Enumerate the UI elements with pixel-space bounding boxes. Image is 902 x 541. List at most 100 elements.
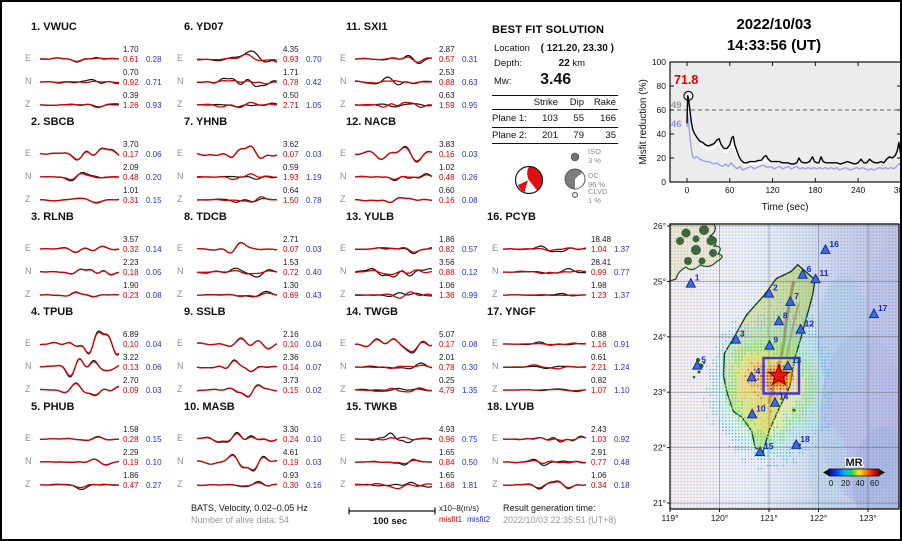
peak-amplitude: 1.53 <box>283 258 299 267</box>
component-label: Z <box>25 99 31 109</box>
misfit1-value: 2.71 <box>283 101 299 110</box>
init-black-label: 49 <box>671 100 682 111</box>
dc-beachball-icon <box>564 168 586 190</box>
y-tick-label: 80 <box>657 81 667 91</box>
trace-plot <box>354 145 433 163</box>
lon-tick-label: 121° <box>760 513 778 523</box>
misfit-values: 1.68 1.81 <box>439 481 478 490</box>
component-label: N <box>492 456 499 466</box>
station-triangle-icon <box>782 360 794 371</box>
station-triangle-icon <box>746 408 758 419</box>
misfit1-value: 0.61 <box>123 55 139 64</box>
component-label: N <box>492 361 499 371</box>
peak-amplitude: 4.93 <box>439 425 455 434</box>
misfit-values: 0.72 0.40 <box>283 268 322 277</box>
peak-amplitude: 3.57 <box>123 235 139 244</box>
component-label: Z <box>177 194 183 204</box>
lon-tick-label: 120° <box>711 513 729 523</box>
misfit-values: 2.21 1.24 <box>591 363 630 372</box>
misfit1-value: 2.21 <box>591 363 607 372</box>
misfit2-value: 0.08 <box>462 196 478 205</box>
component-label: N <box>177 76 184 86</box>
depth-value: 22 <box>558 58 570 69</box>
colorbar-tick: 40 <box>856 479 865 488</box>
peak-amplitude: 1.01 <box>123 186 139 195</box>
misfit1-value: 1.36 <box>439 291 455 300</box>
misfit1-value: 1.04 <box>591 245 607 254</box>
misfit-values: 0.48 0.20 <box>123 173 162 182</box>
peak-amplitude: 0.64 <box>283 186 299 195</box>
misfit2-value: 0.15 <box>146 435 162 444</box>
peak-amplitude: 1.06 <box>439 281 455 290</box>
misfit-values: 1.07 1.10 <box>591 386 630 395</box>
peak-amplitude: 2.53 <box>439 68 455 77</box>
x-tick-label: 240 <box>851 185 865 195</box>
misfit2-label: misfit2 <box>467 515 491 524</box>
trace-plot <box>39 147 120 161</box>
misfit1-value: 0.23 <box>123 291 139 300</box>
component-label: N <box>25 171 32 181</box>
misfit-values: 1.03 0.92 <box>591 435 630 444</box>
station-header: 15. TWKB <box>346 401 398 413</box>
station-number: 3 <box>740 329 745 339</box>
misfit2-value: 0.03 <box>306 458 322 467</box>
misfit-legend: misfit1 misfit2 <box>439 515 490 524</box>
trace-plot <box>196 267 278 278</box>
component-label: E <box>177 148 184 158</box>
lat-tick-label: 21° <box>653 498 666 508</box>
misfit-values: 0.19 0.10 <box>123 458 162 467</box>
trace-plot <box>39 268 120 276</box>
iso-icon <box>570 152 580 162</box>
station-triangle-icon <box>790 438 802 449</box>
misfit2-value: 0.20 <box>146 173 162 182</box>
peak-amplitude: 2.01 <box>439 353 455 362</box>
misfit2-value: 0.02 <box>306 386 322 395</box>
misfit-values: 0.10 0.04 <box>123 340 162 349</box>
plane1-row: Plane 1: 103 55 166 <box>492 110 618 128</box>
trace-plot <box>196 359 278 373</box>
misfit2-value: 0.03 <box>306 150 322 159</box>
component-label: Z <box>492 289 498 299</box>
component-label: N <box>25 76 32 86</box>
location-value: ( 121.20, 23.30 ) <box>540 43 614 54</box>
iso-label: ISO 3 % <box>588 147 601 165</box>
misfit-values: 0.19 0.03 <box>283 458 322 467</box>
misfit-values: 0.16 0.08 <box>439 196 478 205</box>
peak-amplitude: 2.71 <box>283 235 299 244</box>
station-header: 17. YNGF <box>487 306 536 318</box>
misfit-values: 0.28 0.15 <box>123 435 162 444</box>
trace-plot <box>354 387 433 393</box>
depth-row: Depth: 22 km <box>494 58 585 69</box>
trace-plot <box>355 291 433 299</box>
trace-plot <box>354 76 433 86</box>
component-label: Z <box>25 479 31 489</box>
station-number: 10 <box>756 403 766 413</box>
trace-plot <box>40 358 120 378</box>
misfit-values: 0.47 0.27 <box>123 481 162 490</box>
misfit-values: 0.96 0.75 <box>439 435 478 444</box>
component-label: N <box>340 266 347 276</box>
misfit-values: 0.14 0.07 <box>283 363 322 372</box>
misfit1-value: 0.15 <box>283 386 299 395</box>
peak-amplitude: 0.39 <box>123 91 139 100</box>
colorbar-tick: 0 <box>829 479 834 488</box>
colorbar-tick: 60 <box>870 479 879 488</box>
component-label: E <box>25 243 32 253</box>
misfit2-value: 0.16 <box>306 481 322 490</box>
trace-plot <box>502 435 587 443</box>
peak-amplitude: 1.65 <box>439 448 455 457</box>
misfit2-value: 0.92 <box>614 435 630 444</box>
component-label: E <box>492 433 499 443</box>
station-triangle-icon <box>769 396 781 407</box>
misfit1-value: 0.88 <box>439 268 455 277</box>
misfit1-value: 0.10 <box>283 340 299 349</box>
station-number: 1 <box>695 273 700 283</box>
misfit-values: 0.88 0.12 <box>439 268 478 277</box>
x-tick-label: 60 <box>725 185 735 195</box>
trace-plot <box>196 431 278 443</box>
lat-tick-label: 25° <box>653 276 666 286</box>
station-triangle-icon <box>746 371 758 382</box>
station-number: 9 <box>773 335 778 345</box>
misfit1-value: 0.31 <box>123 196 139 205</box>
nodal-plane-table: Strike Dip Rake Plane 1: 103 55 166 Plan… <box>492 95 618 144</box>
